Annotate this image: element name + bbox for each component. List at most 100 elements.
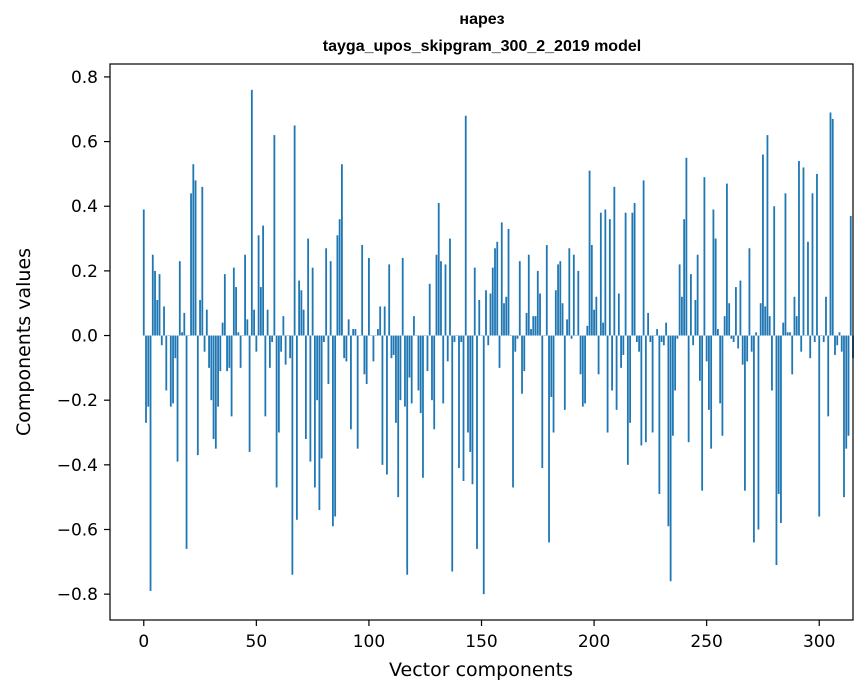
bar (298, 280, 301, 336)
bar (845, 335, 848, 449)
bar (230, 335, 233, 417)
bar (586, 325, 589, 336)
bar (831, 118, 834, 336)
bar (372, 335, 375, 362)
bar (798, 160, 800, 336)
bar (151, 254, 154, 336)
bar (507, 228, 510, 336)
bar (773, 206, 776, 336)
bar (451, 335, 454, 572)
bar (147, 335, 150, 407)
bar (196, 335, 199, 456)
bar (665, 322, 668, 336)
bar (413, 316, 415, 336)
bar (205, 309, 208, 336)
bar (322, 335, 325, 342)
x-tick-label: 300 (803, 632, 835, 652)
bar (744, 335, 746, 491)
bar (300, 290, 303, 336)
bar (293, 125, 296, 336)
bar (201, 186, 204, 336)
bar (248, 335, 251, 452)
bar (726, 183, 728, 336)
bar (435, 254, 438, 336)
bar (482, 335, 485, 595)
bar (223, 274, 226, 336)
bar (762, 154, 764, 336)
bar (440, 261, 442, 336)
x-tick-label: 150 (465, 632, 497, 652)
bar (789, 332, 791, 336)
bar (552, 335, 555, 433)
bar (253, 309, 255, 336)
bar (431, 335, 433, 401)
bar (683, 219, 686, 336)
bar (487, 335, 490, 346)
bar (608, 219, 611, 336)
bar (498, 335, 501, 368)
bar (203, 335, 206, 352)
bar (572, 254, 575, 336)
bar (692, 335, 695, 346)
bar (156, 299, 159, 336)
bar (588, 170, 591, 336)
bar (181, 332, 183, 336)
bar (640, 335, 643, 446)
bar (347, 319, 350, 336)
bar (377, 329, 379, 336)
bar (338, 219, 341, 336)
bar (570, 335, 573, 339)
bar (642, 180, 645, 336)
bar (757, 335, 760, 530)
bar (199, 299, 201, 336)
bar (782, 322, 785, 336)
x-axis-label: Vector components (389, 659, 573, 681)
plot-area-frame (109, 63, 854, 621)
bar (699, 335, 701, 381)
bar (581, 335, 584, 407)
bar (647, 312, 650, 336)
bar (822, 335, 825, 342)
bar (304, 335, 307, 439)
bar (397, 335, 400, 498)
bar (730, 335, 733, 339)
bar (559, 261, 562, 336)
bar (178, 261, 181, 336)
bar (462, 335, 465, 481)
bar (780, 335, 782, 524)
bar (282, 316, 285, 336)
bar (599, 212, 602, 336)
bar (836, 335, 839, 346)
y-tick-label: −0.4 (57, 456, 98, 476)
bar (676, 335, 679, 339)
bar (518, 261, 521, 336)
bar (678, 264, 681, 336)
bar (816, 173, 818, 336)
bar (532, 316, 535, 336)
bar (534, 316, 537, 336)
bar (259, 287, 262, 336)
bar (566, 319, 568, 336)
bar (550, 335, 553, 397)
bar (165, 335, 168, 391)
bar (464, 115, 467, 336)
bar (811, 193, 814, 336)
x-tick-label: 100 (353, 632, 385, 652)
bar (176, 335, 179, 462)
y-tick-label: 0.8 (71, 68, 98, 88)
bar (539, 293, 541, 336)
bar (280, 335, 283, 352)
bar (329, 261, 332, 336)
x-tick-label: 250 (690, 632, 722, 652)
bar (235, 287, 237, 336)
bar (545, 245, 548, 336)
bar (183, 312, 186, 336)
bar (154, 270, 156, 336)
bar (239, 335, 242, 368)
bar (471, 335, 474, 485)
bar (505, 296, 508, 336)
bar (624, 212, 627, 336)
bar (748, 248, 751, 336)
bar (723, 316, 726, 336)
bar (422, 335, 424, 478)
